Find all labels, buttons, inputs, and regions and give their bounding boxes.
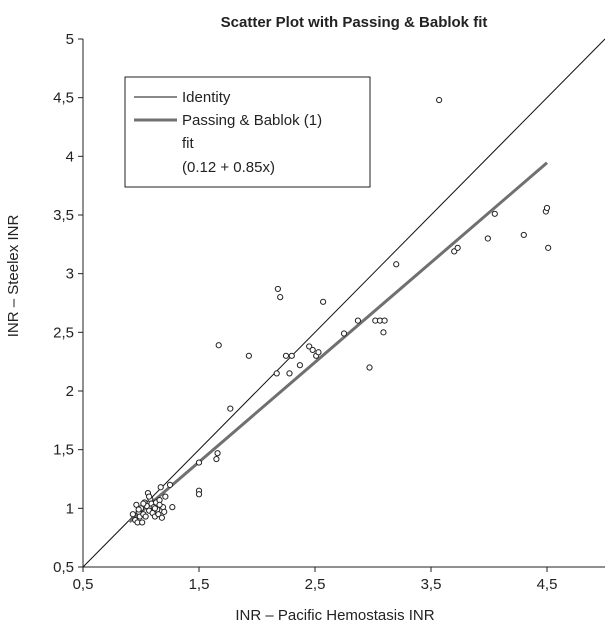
data-point <box>451 248 458 255</box>
data-points <box>129 96 552 526</box>
data-point <box>491 210 498 217</box>
data-point <box>484 235 491 242</box>
y-tick-label: 0,5 <box>53 559 74 576</box>
data-point <box>158 514 165 521</box>
data-point <box>227 405 234 412</box>
x-tick-label: 3,5 <box>421 576 442 593</box>
data-point <box>340 330 348 337</box>
data-point <box>309 346 316 354</box>
legend-fit-label-2: fit <box>182 135 195 152</box>
x-axis-label: INR – Pacific Hemostasis INR <box>235 607 434 624</box>
identity-line <box>82 38 605 568</box>
y-axis-label: INR – Steelex INR <box>5 215 22 338</box>
data-point <box>288 352 295 359</box>
data-point <box>277 294 284 301</box>
legend-fit-label: Passing & Bablok (1) <box>182 112 322 129</box>
data-point <box>135 506 142 513</box>
data-point <box>274 285 281 293</box>
data-point <box>146 493 153 500</box>
data-point <box>139 519 146 526</box>
data-point <box>454 244 461 251</box>
data-point <box>157 484 164 491</box>
data-point <box>380 329 387 336</box>
data-point <box>315 349 322 356</box>
data-point <box>156 501 163 508</box>
data-point <box>545 244 552 251</box>
data-point <box>366 364 373 371</box>
legend: Identity Passing & Bablok (1) fit (0.12 … <box>124 76 371 188</box>
data-point <box>436 96 443 104</box>
x-tick-label: 2,5 <box>305 576 326 593</box>
y-tick-label: 1,5 <box>53 442 74 459</box>
data-point <box>245 352 252 359</box>
data-point <box>169 504 176 511</box>
passing-bablok-fit-line <box>128 161 548 523</box>
data-point <box>214 450 221 457</box>
data-point <box>195 491 203 498</box>
data-point <box>354 317 362 324</box>
chart-title: Scatter Plot with Passing & Bablok fit <box>221 14 488 31</box>
data-point <box>306 343 313 350</box>
data-point <box>195 459 203 466</box>
data-point <box>155 511 162 518</box>
data-point <box>161 508 168 515</box>
data-point <box>140 500 147 507</box>
y-tick-label: 4,5 <box>53 90 74 107</box>
data-point <box>273 370 280 377</box>
x-tick-label: 0,5 <box>73 576 94 593</box>
data-point <box>213 455 220 463</box>
y-tick-label: 2 <box>66 383 74 400</box>
legend-fit-equation: (0.12 + 0.85x) <box>182 159 275 176</box>
data-point <box>151 505 159 512</box>
legend-box <box>124 76 371 188</box>
data-point <box>520 231 527 239</box>
data-point <box>543 204 551 212</box>
data-point <box>320 298 327 305</box>
data-point <box>296 362 304 369</box>
legend-identity-label: Identity <box>182 89 231 106</box>
data-point <box>129 511 136 518</box>
data-point <box>282 352 290 359</box>
y-tick-label: 4 <box>66 148 74 165</box>
x-tick-label: 1,5 <box>189 576 210 593</box>
y-tick-label: 3 <box>66 266 74 283</box>
axes: 0,5 1 1,5 2 2,5 3 3,5 4 4,5 5 0,5 1,5 2,5 3,5 4,5 <box>53 31 605 593</box>
data-point <box>286 370 293 377</box>
data-point <box>381 317 388 324</box>
x-tick-label: 4,5 <box>537 576 558 593</box>
y-tick-label: 2,5 <box>53 324 74 341</box>
y-tick-label: 3,5 <box>53 207 74 224</box>
y-tick-label: 5 <box>66 31 74 48</box>
y-tick-label: 1 <box>66 500 74 517</box>
data-point <box>142 513 149 520</box>
data-point <box>133 501 140 508</box>
data-point <box>215 342 222 349</box>
data-point <box>162 493 169 500</box>
data-point <box>166 481 174 488</box>
data-point <box>393 261 400 268</box>
